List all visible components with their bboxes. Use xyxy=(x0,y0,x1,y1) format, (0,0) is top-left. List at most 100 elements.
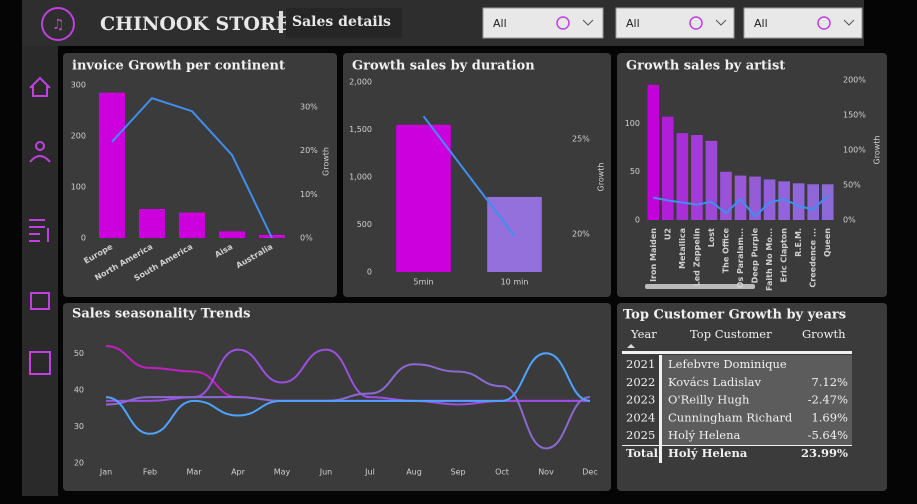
scrollbar[interactable] xyxy=(645,284,755,289)
column-header: Top Customer xyxy=(690,327,772,341)
y2-tick-label: 0% xyxy=(300,234,313,243)
x-tick-label: Creedence ... xyxy=(809,228,818,288)
x-tick-label: Nov xyxy=(538,468,554,477)
x-tick-label: Oct xyxy=(495,468,509,477)
y-tick-label: 0 xyxy=(367,268,372,277)
x-tick-label: U2 xyxy=(663,228,672,240)
filter-box[interactable] xyxy=(615,7,735,39)
y-tick-label: 0 xyxy=(635,216,640,225)
bar xyxy=(396,124,451,272)
subtitle-box xyxy=(286,8,402,38)
filter-icon xyxy=(817,16,831,30)
people-icon-body xyxy=(29,155,51,163)
table-cell: 1.69% xyxy=(811,410,848,424)
y-tick-label: 0 xyxy=(81,234,86,243)
bar xyxy=(691,135,703,220)
table-cell: Cunningham Richard xyxy=(668,410,793,424)
table-cell: -2.47% xyxy=(808,393,848,407)
y2-axis-label: Growth xyxy=(322,147,331,176)
total-cell: 23.99% xyxy=(801,446,848,460)
people-icon[interactable] xyxy=(35,141,45,151)
bar xyxy=(763,179,776,220)
y-tick-label: 1,500 xyxy=(349,125,372,134)
bar xyxy=(676,133,689,220)
bar xyxy=(99,92,125,239)
table-cell: 2023 xyxy=(626,393,655,407)
y-tick-label: 300 xyxy=(71,81,86,90)
y2-tick-label: 100% xyxy=(843,146,866,155)
table-cell: Kovács Ladislav xyxy=(668,375,762,389)
table-cell: Holý Helena xyxy=(668,428,741,442)
chart-title: Growth sales by duration xyxy=(352,59,535,74)
bar xyxy=(219,231,245,238)
growth-line xyxy=(111,96,273,239)
y-tick-label: 1,000 xyxy=(349,173,372,182)
separator xyxy=(279,11,283,33)
filters: All All All xyxy=(482,7,863,39)
trend-line xyxy=(105,363,591,450)
filter-icon xyxy=(556,16,570,30)
column-header: Growth xyxy=(802,327,846,341)
table-cell: 2021 xyxy=(626,357,655,371)
y-tick-label: 2,000 xyxy=(349,78,372,87)
table-title: Top Customer Growth by years xyxy=(623,308,846,323)
growth-line xyxy=(422,115,516,237)
bar xyxy=(749,176,761,220)
y2-axis-label: Growth xyxy=(597,163,606,192)
bar xyxy=(647,84,660,221)
report-icon[interactable] xyxy=(29,351,51,375)
y2-axis-label: Growth xyxy=(873,136,882,165)
x-tick-label: Mar xyxy=(186,468,202,477)
x-tick-label: Jun xyxy=(319,468,333,477)
y-tick-label: 100 xyxy=(71,183,86,192)
y-tick-label: 20 xyxy=(74,459,84,468)
y2-tick-label: 50% xyxy=(843,181,861,190)
filter-box[interactable] xyxy=(743,7,863,39)
growth-line xyxy=(653,194,829,218)
x-tick-label: Apr xyxy=(231,468,246,477)
bar xyxy=(821,184,834,220)
y-tick-label: 200 xyxy=(71,132,86,141)
x-tick-label: Deep Purple xyxy=(751,227,760,283)
y-tick-label: 30 xyxy=(74,422,84,431)
bar xyxy=(139,208,165,238)
x-tick-label: Faith No Mo... xyxy=(765,228,774,291)
chart-title: Growth sales by artist xyxy=(626,59,785,74)
sidebar xyxy=(22,46,58,496)
filter-box[interactable] xyxy=(482,7,604,39)
filter-chevron xyxy=(582,19,594,26)
y2-tick-label: 30% xyxy=(300,102,318,111)
x-tick-label: Aug xyxy=(406,468,422,477)
y2-tick-label: 20% xyxy=(300,146,318,155)
x-tick-label: Iron Maiden xyxy=(649,228,658,282)
x-tick-label: Queen xyxy=(823,228,832,257)
y-tick-label: 40 xyxy=(74,385,84,394)
x-tick-label: Jan xyxy=(99,468,112,477)
trend-line xyxy=(105,352,591,435)
home-icon[interactable] xyxy=(29,76,51,97)
row-bg xyxy=(662,355,852,445)
bar xyxy=(720,171,732,220)
table-cell: 7.12% xyxy=(811,375,848,389)
logo-note: ♫ xyxy=(52,17,65,33)
filter-chevron xyxy=(843,19,855,26)
table-cell: 2024 xyxy=(626,410,655,424)
playlist-icon[interactable] xyxy=(29,219,49,242)
sidebar-icons xyxy=(29,76,51,375)
y-tick-label: 100 xyxy=(625,119,640,128)
y2-tick-label: 200% xyxy=(843,76,866,85)
x-tick-label: Lost xyxy=(707,228,716,247)
x-tick-label: Led Zeppelin xyxy=(692,228,701,287)
x-tick-label: Sep xyxy=(450,468,465,477)
y2-tick-label: 150% xyxy=(843,111,866,120)
bar xyxy=(807,184,820,220)
filter-value: All xyxy=(493,17,507,30)
filter-value: All xyxy=(626,17,640,30)
y-tick-label: 500 xyxy=(357,220,372,229)
video-icon[interactable] xyxy=(30,292,50,310)
x-tick-label: Eric Clapton xyxy=(780,228,789,283)
sort-arrow xyxy=(627,344,635,348)
x-tick-label: Feb xyxy=(143,468,157,477)
y2-tick-label: 25% xyxy=(572,135,590,144)
